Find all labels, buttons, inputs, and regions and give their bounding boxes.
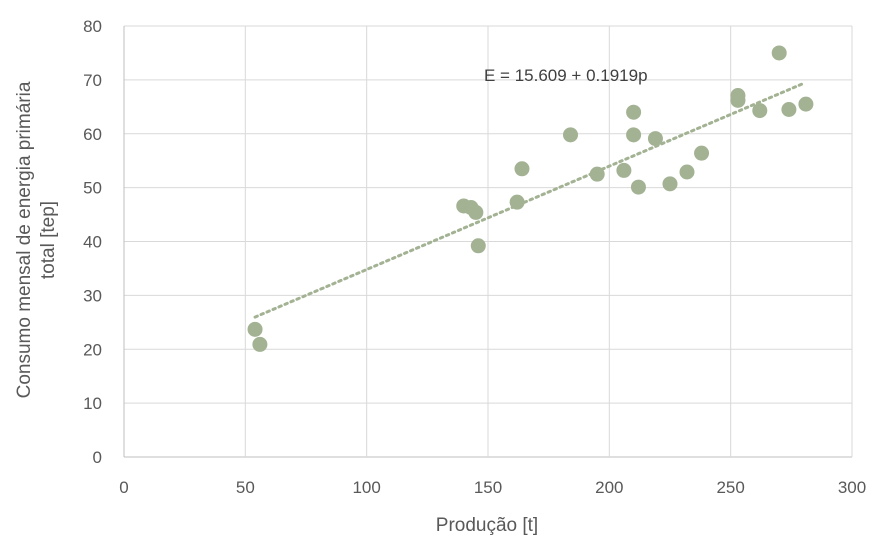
trendline-layer — [253, 81, 805, 319]
x-tick-label: 250 — [716, 478, 744, 497]
y-tick-label: 10 — [83, 394, 102, 413]
y-axis-title: Consumo mensal de energia primária total… — [14, 81, 59, 398]
data-point — [514, 161, 530, 177]
tick-labels-layer: 0 10 20 30 40 50 60 70 80 0 50 100 150 200 250 300 — [83, 17, 866, 497]
data-point — [694, 145, 710, 161]
data-point — [647, 131, 663, 147]
x-tick-label: 150 — [474, 478, 502, 497]
x-tick-label: 300 — [838, 478, 866, 497]
data-point — [626, 104, 642, 120]
x-tick-label: 0 — [119, 478, 128, 497]
y-tick-label: 30 — [83, 286, 102, 305]
data-point — [798, 96, 814, 112]
y-tick-label: 0 — [93, 448, 102, 467]
y-tick-label: 70 — [83, 71, 102, 90]
data-point — [616, 162, 632, 178]
data-point — [630, 179, 646, 195]
y-axis-title-line-2: total [tep] — [38, 201, 59, 279]
x-tick-label: 200 — [595, 478, 623, 497]
data-point — [752, 103, 768, 119]
data-point — [563, 127, 579, 143]
y-tick-label: 80 — [83, 17, 102, 36]
x-axis-title: Produção [t] — [436, 515, 538, 536]
points-layer — [247, 45, 814, 352]
x-tick-label: 100 — [352, 478, 380, 497]
y-tick-label: 40 — [83, 233, 102, 252]
data-point — [781, 102, 797, 118]
data-point — [771, 45, 787, 61]
data-point — [468, 204, 484, 220]
y-axis-title-line-1: Consumo mensal de energia primária — [14, 81, 35, 398]
x-tick-label: 50 — [236, 478, 255, 497]
trendline — [253, 81, 805, 319]
data-point — [589, 166, 605, 182]
data-point — [509, 194, 525, 210]
y-tick-label: 50 — [83, 179, 102, 198]
data-point — [730, 87, 746, 103]
data-point — [247, 321, 263, 337]
grid-layer — [123, 25, 853, 458]
trendline-equation: E = 15.609 + 0.1919p — [484, 66, 648, 85]
y-tick-label: 60 — [83, 125, 102, 144]
data-point — [252, 336, 268, 352]
data-point — [626, 127, 642, 143]
y-tick-label: 20 — [83, 340, 102, 359]
data-point — [662, 176, 678, 192]
data-point — [470, 238, 486, 254]
data-point — [679, 164, 695, 180]
